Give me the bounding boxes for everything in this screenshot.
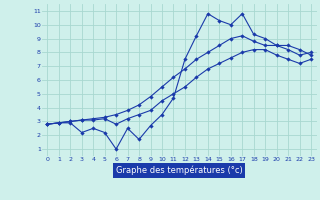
X-axis label: Graphe des températures (°c): Graphe des températures (°c) bbox=[116, 166, 243, 175]
